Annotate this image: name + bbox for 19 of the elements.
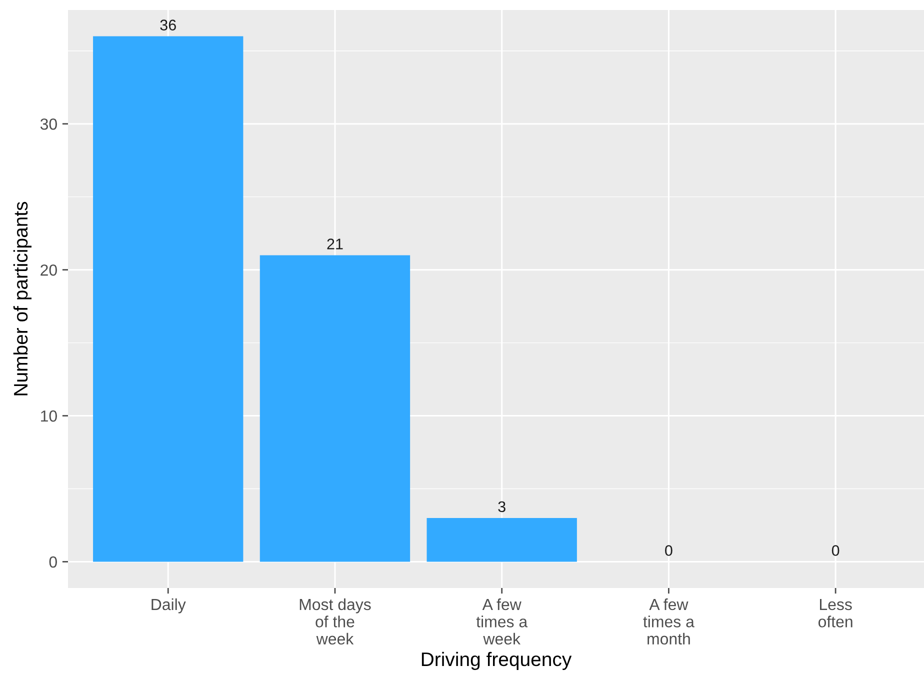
x-tick-label: Most days of the week — [300, 598, 371, 645]
y-tick-label: 20 — [40, 264, 57, 276]
data-label: 0 — [832, 545, 840, 556]
data-label: 3 — [498, 501, 506, 512]
y-tick-label: 0 — [49, 556, 57, 568]
data-label: 36 — [160, 20, 176, 30]
x-tick-label: Daily — [152, 598, 186, 614]
y-tick-label: 30 — [40, 118, 57, 130]
y-axis-title: Number of participants — [13, 202, 32, 396]
data-label: 21 — [327, 238, 343, 250]
bar — [93, 36, 244, 562]
x-tick-label: A few times a month — [643, 598, 694, 645]
x-tick-label: A few times a week — [476, 598, 528, 645]
x-axis-title: Driving frequency — [422, 652, 572, 670]
bar — [260, 255, 410, 562]
data-label: 0 — [665, 545, 672, 556]
bar — [426, 518, 577, 562]
y-tick-label: 10 — [41, 410, 57, 422]
x-tick-label: Less often — [818, 599, 852, 628]
